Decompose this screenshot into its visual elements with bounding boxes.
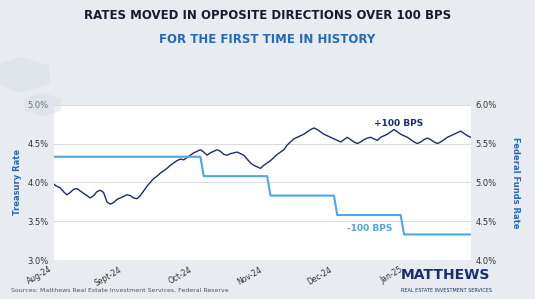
Text: RATES MOVED IN OPPOSITE DIRECTIONS OVER 100 BPS: RATES MOVED IN OPPOSITE DIRECTIONS OVER … (84, 9, 451, 22)
Y-axis label: Federal Funds Rate: Federal Funds Rate (511, 137, 520, 228)
Text: FOR THE FIRST TIME IN HISTORY: FOR THE FIRST TIME IN HISTORY (159, 33, 376, 46)
Text: +100 BPS: +100 BPS (374, 119, 423, 128)
Text: -100 BPS: -100 BPS (347, 224, 393, 233)
Text: Sources: Matthews Real Estate Investment Services, Federal Reserve: Sources: Matthews Real Estate Investment… (11, 288, 228, 293)
Text: REAL ESTATE INVESTMENT SERVICES: REAL ESTATE INVESTMENT SERVICES (401, 288, 492, 293)
Text: MATTHEWS: MATTHEWS (401, 268, 491, 282)
Y-axis label: Treasury Rate: Treasury Rate (13, 149, 22, 216)
